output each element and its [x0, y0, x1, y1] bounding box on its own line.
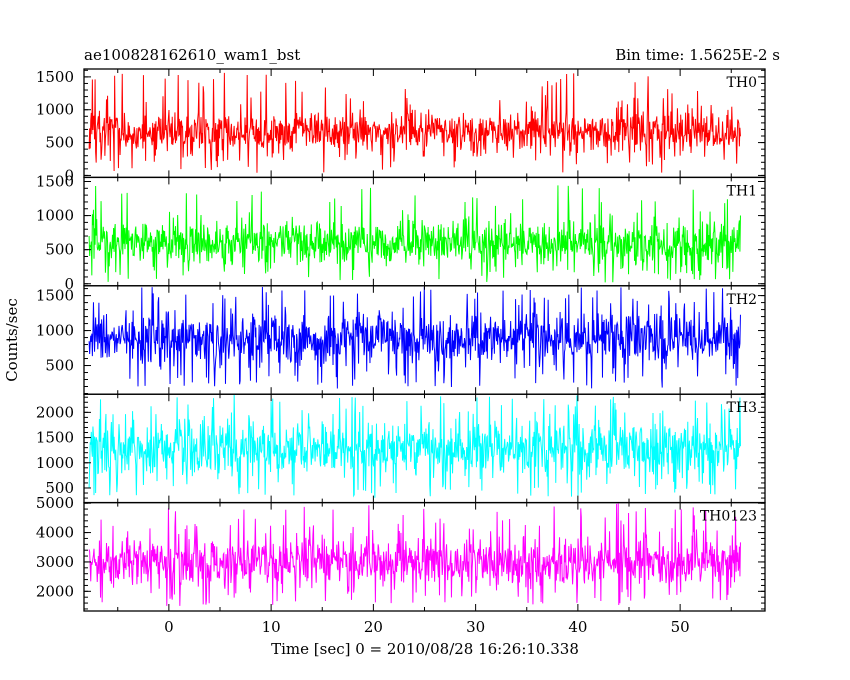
x-tick-label: 40 [568, 618, 587, 636]
panel-th0123: 2000 3000 4000 5000 TH0123 [36, 494, 766, 612]
y-tick-label: 1500 [36, 68, 74, 86]
y-tick-label: 500 [45, 134, 74, 152]
series-trace [88, 185, 741, 283]
y-tick-label: 2000 [36, 582, 74, 600]
y-tick-label: 2000 [36, 403, 74, 421]
y-tick-label: 1500 [36, 172, 74, 190]
y-axis-title: Counts/sec [3, 298, 21, 382]
y-tick-label: 1500 [36, 287, 74, 305]
y-tick-label: 500 [45, 241, 74, 259]
panel-name-label: TH1 [727, 183, 757, 199]
y-tick-label: 500 [45, 357, 74, 375]
y-tick-label: 1000 [36, 207, 74, 225]
x-tick-label: 0 [164, 618, 174, 636]
y-tick-label: 1000 [36, 454, 74, 472]
y-tick-label: 1000 [36, 322, 74, 340]
panel-name-label: TH2 [727, 292, 757, 308]
series-trace [88, 503, 741, 606]
panel-name-label: TH3 [727, 400, 757, 416]
y-tick-label: 0 [64, 275, 74, 293]
bin-time-label: Bin time: 1.5625E-2 s [615, 46, 780, 64]
panel-th1: 0 500 1000 1500 TH1 [36, 172, 766, 293]
series-trace [88, 72, 741, 173]
x-tick-label: 50 [671, 618, 690, 636]
x-tick-label: 30 [466, 618, 485, 636]
y-tick-label: 1000 [36, 101, 74, 119]
y-tick-label: 3000 [36, 553, 74, 571]
panel-th3: 500 1000 1500 2000 TH3 [36, 393, 766, 504]
series-trace [88, 286, 741, 389]
panel-th0: 0 500 1000 1500 TH0 [36, 68, 766, 184]
x-axis: 0 10 20 30 40 50 [164, 618, 690, 636]
y-tick-label: 500 [45, 479, 74, 497]
y-tick-label: 1500 [36, 429, 74, 447]
series-trace [88, 394, 741, 498]
y-tick-label: 4000 [36, 524, 74, 542]
panel-name-label: TH0 [727, 75, 757, 91]
panel-name-label: TH0123 [700, 509, 757, 525]
x-tick-label: 20 [364, 618, 383, 636]
y-tick-label: 5000 [36, 494, 74, 512]
x-axis-title: Time [sec] 0 = 2010/08/28 16:26:10.338 [271, 640, 579, 658]
y-tick-label: 0 [64, 166, 74, 184]
panel-th2: 500 1000 1500 TH2 [36, 285, 766, 395]
panels-group: 0 500 1000 1500 TH0 0 500 1000 1500 TH1 500 1000 150… [36, 68, 766, 612]
x-tick-label: 10 [262, 618, 281, 636]
observation-id: ae100828162610_wam1_bst [84, 46, 300, 64]
